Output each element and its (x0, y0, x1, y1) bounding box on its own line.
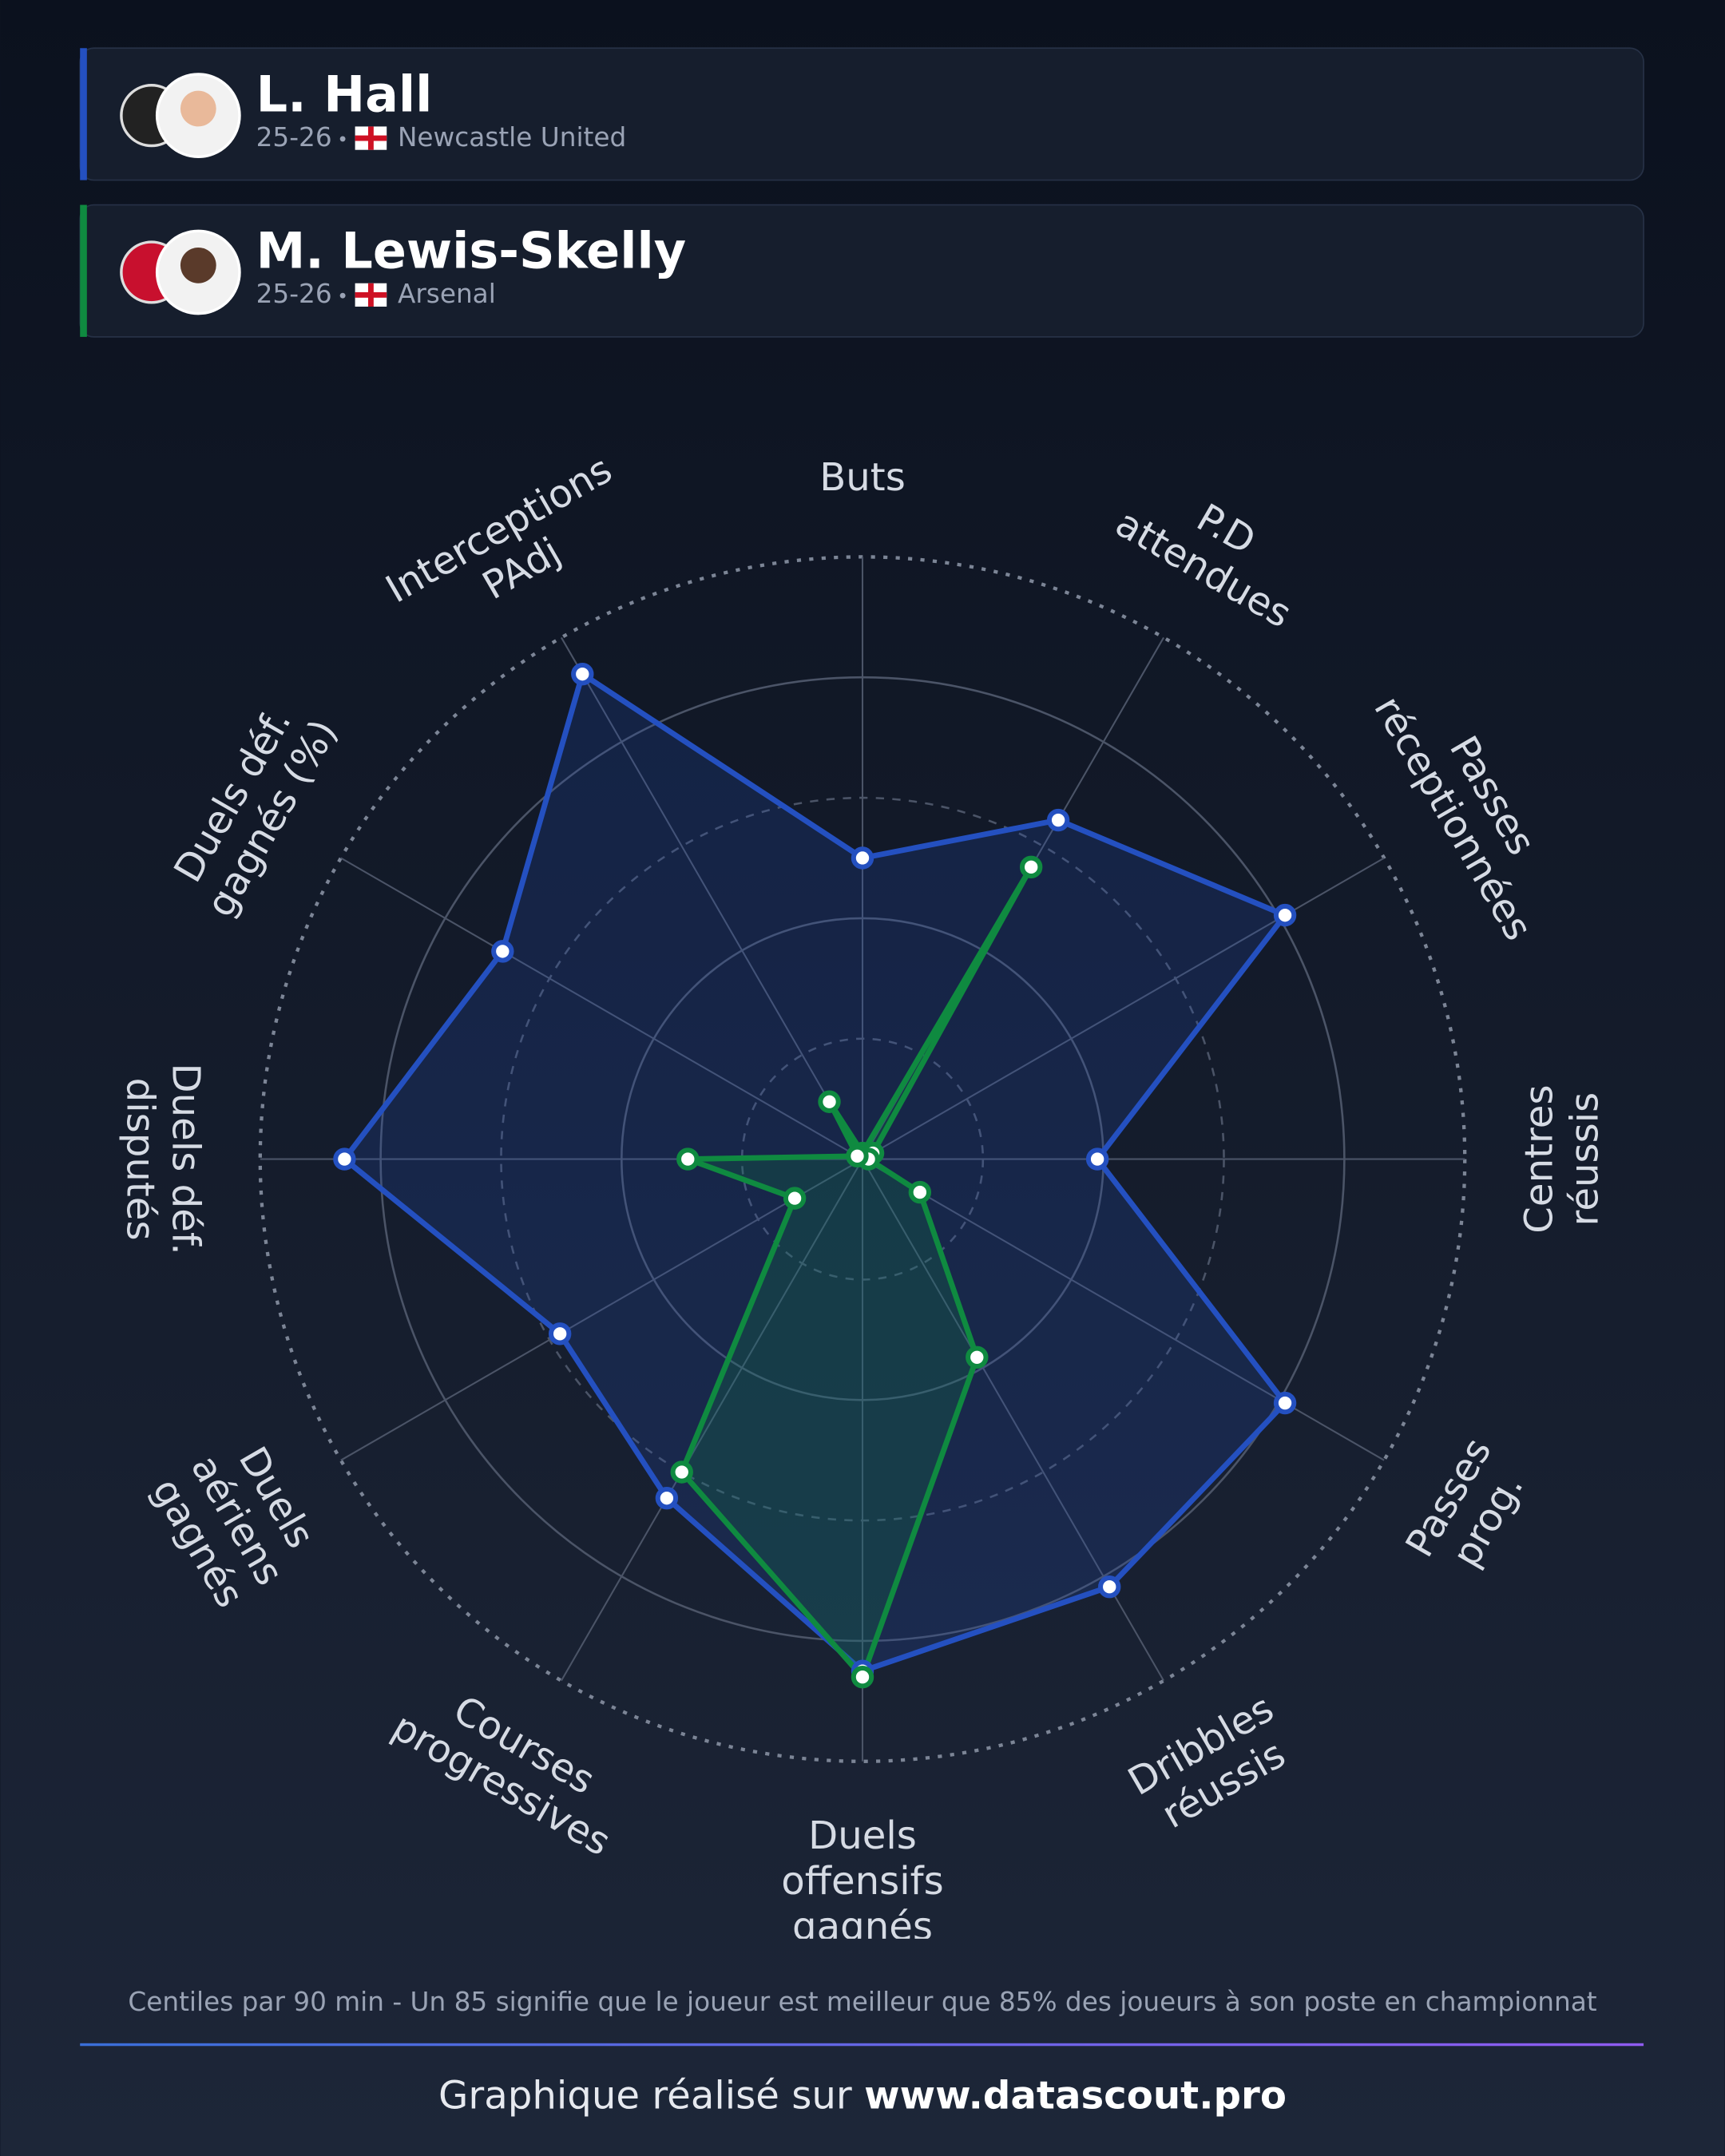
data-point (1273, 1391, 1297, 1415)
data-point (676, 1147, 700, 1171)
axis-label-line: Duels déf. (163, 1063, 208, 1254)
flag-cross (355, 291, 387, 298)
divider (80, 2043, 1644, 2047)
data-point (1098, 1575, 1121, 1599)
player-head (180, 247, 216, 283)
axis-label-line: Centres (1517, 1084, 1562, 1233)
data-point (851, 1666, 874, 1689)
data-point (966, 1346, 989, 1369)
axis-label-line: Duels (808, 1813, 917, 1858)
card-accent (80, 48, 87, 180)
axis-label: Duels offensifs gagnés (781, 1813, 944, 1949)
axis-label: Buts (819, 455, 906, 500)
data-point (783, 1187, 807, 1210)
data-point (908, 1180, 932, 1204)
spoke (862, 1158, 1385, 1461)
data-point (1019, 855, 1043, 879)
data-point (333, 1147, 356, 1171)
data-point (1273, 903, 1297, 927)
season: 25-26 (256, 122, 332, 153)
footer-link[interactable]: www.datascout.pro (864, 2074, 1287, 2118)
spoke (340, 1158, 863, 1461)
season: 25-26 (256, 279, 332, 309)
data-point (670, 1460, 693, 1484)
flag-cross (355, 135, 387, 141)
separator (339, 292, 346, 299)
note: Centiles par 90 min - Un 85 signifie que… (128, 1987, 1596, 2017)
separator (339, 136, 346, 142)
data-point (1046, 808, 1070, 832)
player-head (180, 90, 216, 127)
data-point (548, 1322, 572, 1346)
spoke (561, 636, 863, 1160)
player-name: M. Lewis-Skelly (256, 222, 686, 280)
axis-label-line: réussis (1562, 1092, 1607, 1227)
footer-text: Graphique réalisé sur (438, 2074, 852, 2118)
club: Arsenal (398, 279, 496, 309)
club: Newcastle United (398, 122, 626, 153)
data-point (571, 662, 594, 686)
footer: Graphique réalisé sur www.datascout.pro (438, 2074, 1287, 2118)
spoke (561, 1159, 863, 1682)
axis-label-line: disputés (118, 1078, 163, 1241)
spoke (340, 857, 863, 1160)
data-point (851, 846, 874, 870)
data-point (491, 940, 514, 963)
data-point (655, 1486, 679, 1510)
data-point (846, 1144, 869, 1168)
data-point (1085, 1147, 1109, 1171)
axis-label: Centresréussis (1517, 1084, 1608, 1233)
data-point (818, 1090, 841, 1113)
player-name: L. Hall (256, 65, 433, 123)
axis-label: Duels déf.disputés (118, 1063, 208, 1254)
axis-label-line: gagnés (792, 1904, 933, 1949)
card-accent (80, 204, 87, 337)
axis-label-line: offensifs (781, 1859, 944, 1904)
axis-label-line: Buts (819, 455, 906, 500)
spoke (862, 857, 1385, 1160)
